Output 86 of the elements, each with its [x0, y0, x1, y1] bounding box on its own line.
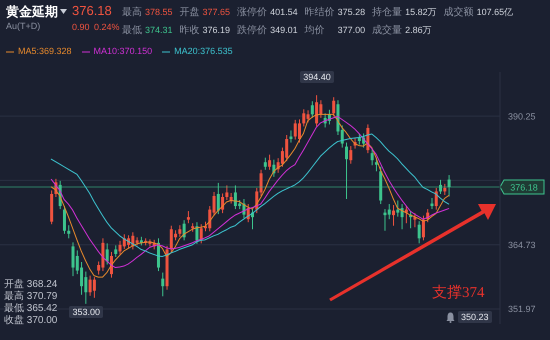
- legend-label: MA5:369.328: [18, 46, 72, 56]
- text: 376.19: [202, 25, 230, 35]
- text: 376.18: [72, 3, 112, 18]
- legend-label: MA10:370.150: [94, 46, 152, 56]
- candlestick: [434, 187, 438, 210]
- candlestick: [67, 224, 70, 239]
- candlestick: [216, 182, 220, 215]
- text: 跌停价: [237, 24, 268, 37]
- candlestick: [439, 179, 442, 194]
- candlestick: [422, 215, 425, 241]
- candlestick: [225, 184, 228, 201]
- candlestick: [170, 225, 173, 253]
- annotation: 支撑374: [432, 284, 484, 302]
- candlestick: [84, 271, 88, 304]
- candlestick: [62, 206, 66, 234]
- candlestick: [92, 276, 96, 298]
- candlestick: [182, 220, 186, 241]
- annotation: 最低 365.42: [4, 303, 58, 315]
- text: 涨停价: [237, 6, 268, 19]
- text: 377.65: [202, 7, 230, 17]
- text: 最高: [122, 6, 142, 19]
- text: 成交额: [444, 6, 474, 19]
- candlestick: [294, 119, 297, 140]
- candlestick: [118, 240, 122, 255]
- text: 均价: [304, 24, 326, 37]
- text: 107.65亿: [476, 6, 514, 18]
- candlestick: [306, 110, 310, 123]
- text: 378.55: [145, 7, 173, 17]
- text: 15.82万: [405, 6, 437, 18]
- text: 2.86万: [405, 24, 433, 36]
- text: 昨结价: [304, 6, 335, 19]
- text: 昨收: [180, 24, 200, 37]
- candlestick: [285, 134, 288, 162]
- y-tick-label: 364.73: [508, 240, 536, 250]
- candlestick: [72, 242, 75, 277]
- candlestick: [392, 204, 396, 226]
- candlestick: [310, 100, 314, 118]
- annotation: 353.00: [69, 306, 103, 318]
- candlestick: [388, 204, 391, 220]
- candlestick: [186, 210, 190, 224]
- candlestick: [430, 198, 434, 210]
- text: 350.23: [458, 311, 492, 323]
- candlestick: [370, 148, 374, 166]
- annotation: 394.40: [300, 71, 334, 84]
- candlestick: [161, 272, 164, 297]
- candlestick: [302, 108, 306, 127]
- candlestick: [114, 244, 118, 258]
- candlestick: [418, 220, 421, 244]
- candlestick: [448, 174, 451, 197]
- candlestick: [443, 183, 446, 196]
- candlestick: [264, 157, 267, 170]
- candlestick: [106, 242, 109, 266]
- candlestick: [358, 132, 361, 146]
- y-tick-label: 390.25: [508, 111, 536, 122]
- annotation: 最高 370.79: [4, 291, 58, 303]
- candlestick: [268, 154, 272, 170]
- text: 开盘: [180, 6, 200, 19]
- text: 最低: [122, 24, 142, 37]
- candlestick: [221, 192, 224, 214]
- annotation: 收盘 370.00: [4, 315, 58, 327]
- candlestick: [178, 224, 182, 238]
- text: 0.90: [72, 22, 90, 32]
- text: 377.00: [338, 25, 366, 35]
- candlestick: [396, 200, 400, 218]
- text: 375.28: [338, 7, 366, 17]
- candlestick: [345, 142, 348, 200]
- candlestick: [289, 130, 292, 144]
- annotation: 开盘 368.24: [4, 279, 58, 290]
- chart-subtitle: Au(T+D): [6, 21, 40, 31]
- candlestick: [195, 222, 198, 244]
- candlestick: [234, 184, 237, 210]
- candlestick: [88, 275, 92, 296]
- candlestick: [200, 224, 203, 244]
- text: 374.31: [145, 25, 173, 35]
- ref-line-label: 376.18: [510, 182, 538, 193]
- text: 401.54: [270, 7, 298, 17]
- legend-label: MA20:376.535: [174, 46, 233, 56]
- text: 成交量: [372, 24, 402, 37]
- candlestick: [349, 146, 352, 164]
- text: 349.01: [270, 25, 298, 35]
- candlestick: [332, 96, 336, 117]
- text: 0.24%: [94, 22, 120, 32]
- y-tick-label: 351.97: [508, 304, 536, 314]
- chart-title: 黄金延期: [6, 3, 58, 21]
- candlestick: [315, 94, 318, 127]
- text: 持仓量: [372, 6, 402, 19]
